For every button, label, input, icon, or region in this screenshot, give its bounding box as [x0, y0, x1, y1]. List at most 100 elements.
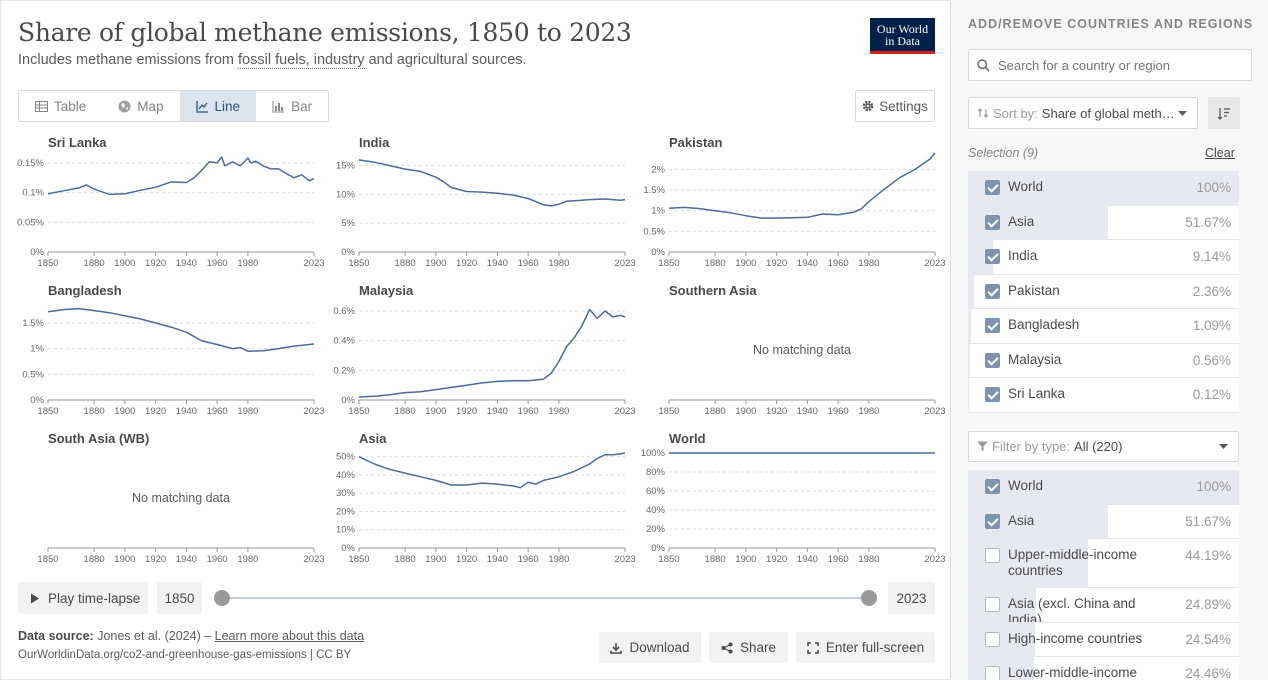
- learn-more-link[interactable]: Learn more about this data: [214, 629, 365, 643]
- fullscreen-label: Enter full-screen: [825, 640, 925, 655]
- x-tick-label-malaysia: 1940: [487, 406, 508, 417]
- entity-checkbox[interactable]: [985, 352, 1000, 368]
- share-button[interactable]: Share: [709, 632, 788, 663]
- filter-dropdown[interactable]: Filter by type: All (220): [968, 431, 1239, 462]
- entity-row[interactable]: Upper-middle-income countries 44.19%: [968, 539, 1239, 588]
- entity-row[interactable]: Asia (excl. China and India) 24.89%: [968, 588, 1239, 623]
- x-tick-label-asia: 1850: [348, 554, 369, 565]
- entity-checkbox[interactable]: [985, 631, 1000, 647]
- entity-checkbox[interactable]: [985, 180, 1000, 195]
- x-tick-label-southern-asia: 1960: [828, 406, 849, 417]
- entity-checkbox[interactable]: [985, 283, 1000, 299]
- fullscreen-button[interactable]: Enter full-screen: [796, 632, 935, 663]
- subtitle-link[interactable]: fossil fuels, industry: [238, 52, 365, 69]
- search-input[interactable]: [998, 57, 1238, 73]
- entity-row[interactable]: India 9.14%: [968, 240, 1239, 275]
- entity-name: Sri Lanka: [1008, 386, 1066, 401]
- tab-table[interactable]: Table: [19, 91, 102, 121]
- timeline-start-year[interactable]: 1850: [157, 582, 202, 614]
- x-tick-label-malaysia: 1880: [395, 406, 416, 417]
- entity-name: Bangladesh: [1008, 317, 1080, 332]
- share-bar: [968, 622, 1035, 656]
- y-tick-label-asia: 40%: [336, 470, 356, 481]
- x-tick-label-asia: 1960: [518, 554, 539, 565]
- chart-title: Share of global methane emissions, 1850 …: [18, 18, 632, 47]
- x-tick-label-sri-lanka: 1940: [176, 258, 197, 269]
- tab-table-label: Table: [54, 98, 87, 114]
- entity-row[interactable]: Malaysia 0.56%: [968, 343, 1239, 378]
- tab-line[interactable]: Line: [179, 91, 257, 121]
- no-data-message-south-asia-wb: No matching data: [132, 491, 230, 505]
- entity-name: Asia: [1008, 512, 1035, 528]
- chart-title-bangladesh: Bangladesh: [48, 283, 122, 298]
- source-url[interactable]: OurWorldinData.org/co2-and-greenhouse-ga…: [18, 649, 352, 661]
- entity-checkbox[interactable]: [985, 597, 1000, 612]
- timeline-start-handle[interactable]: [214, 590, 230, 606]
- entity-checkbox[interactable]: [985, 214, 1000, 230]
- x-tick-label-bangladesh: 1900: [114, 406, 135, 417]
- x-tick-label-south-asia-wb: 1960: [207, 554, 228, 565]
- y-tick-label-malaysia: 0.4%: [333, 336, 355, 347]
- search-icon: [977, 58, 990, 72]
- download-button[interactable]: Download: [599, 632, 701, 663]
- entity-name: Pakistan: [1008, 282, 1060, 298]
- entity-checkbox[interactable]: [985, 249, 1000, 264]
- timeline-end-year[interactable]: 2023: [888, 582, 935, 614]
- x-tick-label-bangladesh: 1850: [37, 406, 58, 417]
- entity-checkbox[interactable]: [985, 318, 1000, 333]
- settings-label: Settings: [879, 98, 928, 114]
- x-tick-label-india: 1980: [548, 258, 569, 269]
- owid-logo[interactable]: Our World in Data: [870, 18, 935, 54]
- play-timelapse-button[interactable]: Play time-lapse: [18, 582, 148, 614]
- sort-dropdown[interactable]: Sort by: Share of global meth…: [968, 97, 1198, 129]
- entity-checkbox[interactable]: [985, 513, 1000, 529]
- y-tick-label-asia: 50%: [336, 452, 356, 463]
- y-tick-label-world: 100%: [641, 448, 666, 459]
- entity-row[interactable]: Asia 51.67%: [968, 205, 1239, 240]
- entity-row[interactable]: World 100%: [968, 171, 1239, 206]
- entity-checkbox[interactable]: [985, 387, 1000, 402]
- tab-bar[interactable]: Bar: [256, 91, 328, 121]
- timeline-track[interactable]: [222, 597, 869, 599]
- entity-row[interactable]: Asia 51.67%: [968, 504, 1239, 539]
- entity-row[interactable]: High-income countries 24.54%: [968, 622, 1239, 657]
- filter-value: All (220): [1074, 439, 1123, 454]
- entity-row[interactable]: Bangladesh 1.09%: [968, 309, 1239, 344]
- subtitle-text: Includes methane emissions from: [18, 52, 239, 68]
- x-tick-label-south-asia-wb: 2023: [303, 554, 324, 565]
- entity-checkbox[interactable]: [985, 479, 1000, 494]
- chart-title-india: India: [359, 135, 390, 150]
- entity-share-value: 9.14%: [1192, 249, 1231, 264]
- y-tick-label-world: 0%: [651, 543, 665, 554]
- entity-checkbox[interactable]: [985, 666, 1000, 680]
- entity-row[interactable]: World 100%: [968, 470, 1239, 505]
- download-icon: [610, 642, 623, 654]
- share-icon: [721, 642, 733, 653]
- x-tick-label-india: 1900: [425, 258, 446, 269]
- sort-order-button[interactable]: [1208, 97, 1240, 129]
- tab-map-label: Map: [137, 98, 164, 114]
- x-tick-label-world: 1920: [766, 554, 787, 565]
- y-tick-label-world: 60%: [646, 486, 666, 497]
- tab-map[interactable]: Map: [102, 91, 179, 121]
- x-tick-label-world: 1980: [858, 554, 879, 565]
- entity-row[interactable]: Pakistan 2.36%: [968, 274, 1239, 309]
- bar-chart-icon: [272, 100, 285, 112]
- x-tick-label-india: 2023: [614, 258, 635, 269]
- entity-row[interactable]: Lower-middle-income 24.46%: [968, 657, 1239, 680]
- x-tick-label-southern-asia: 1900: [735, 406, 756, 417]
- share-label: Share: [739, 640, 777, 655]
- entity-row[interactable]: Sri Lanka 0.12%: [968, 378, 1239, 413]
- globe-icon: [118, 100, 131, 112]
- entity-checkbox[interactable]: [985, 548, 1000, 563]
- settings-button[interactable]: Settings: [855, 90, 935, 122]
- series-line-sri-lanka: [47, 156, 315, 196]
- y-tick-label-india: 5%: [341, 218, 355, 229]
- search-box[interactable]: [968, 49, 1252, 81]
- clear-selection-button[interactable]: Clear: [1205, 146, 1235, 160]
- entity-share-value: 24.46%: [1185, 666, 1231, 680]
- y-tick-label-asia: 30%: [336, 488, 356, 499]
- share-bar: [968, 309, 971, 343]
- x-tick-label-malaysia: 1920: [456, 406, 477, 417]
- timeline-end-handle[interactable]: [861, 590, 877, 606]
